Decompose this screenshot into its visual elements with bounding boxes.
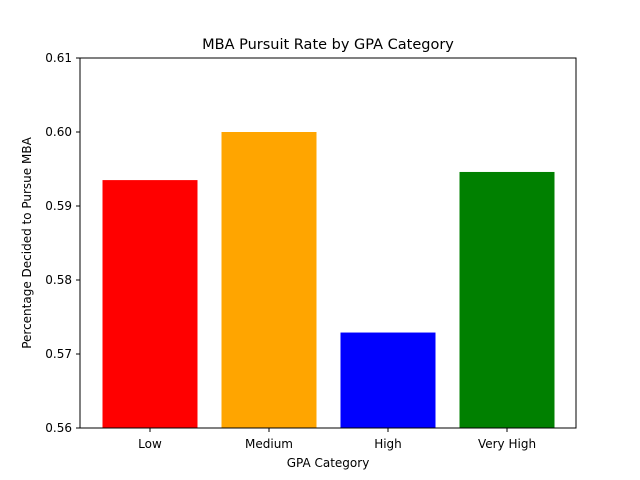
x-axis-label: GPA Category [287, 456, 370, 470]
y-tick-label: 0.58 [45, 273, 72, 287]
y-tick-label: 0.60 [45, 125, 72, 139]
y-tick-label: 0.57 [45, 347, 72, 361]
x-tick-label: Low [138, 437, 162, 451]
bar-low [102, 180, 198, 428]
plot-frame [79, 57, 577, 429]
chart-title: MBA Pursuit Rate by GPA Category [202, 37, 454, 53]
y-tick-label: 0.59 [45, 199, 72, 213]
bar-very-high [459, 171, 555, 428]
x-tick-label: Medium [245, 437, 293, 451]
y-tick-label: 0.56 [45, 421, 72, 435]
y-axis: 0.56 0.57 0.58 0.59 0.60 0.61 [45, 51, 80, 435]
bar-high [340, 332, 436, 428]
y-axis-label: Percentage Decided to Pursue MBA [20, 136, 34, 348]
y-tick-label: 0.61 [45, 51, 72, 65]
x-tick-label: Very High [478, 437, 536, 451]
bar-medium [221, 132, 317, 428]
bars [102, 132, 555, 428]
x-tick-label: High [374, 437, 402, 451]
x-axis: Low Medium High Very High [138, 428, 536, 451]
